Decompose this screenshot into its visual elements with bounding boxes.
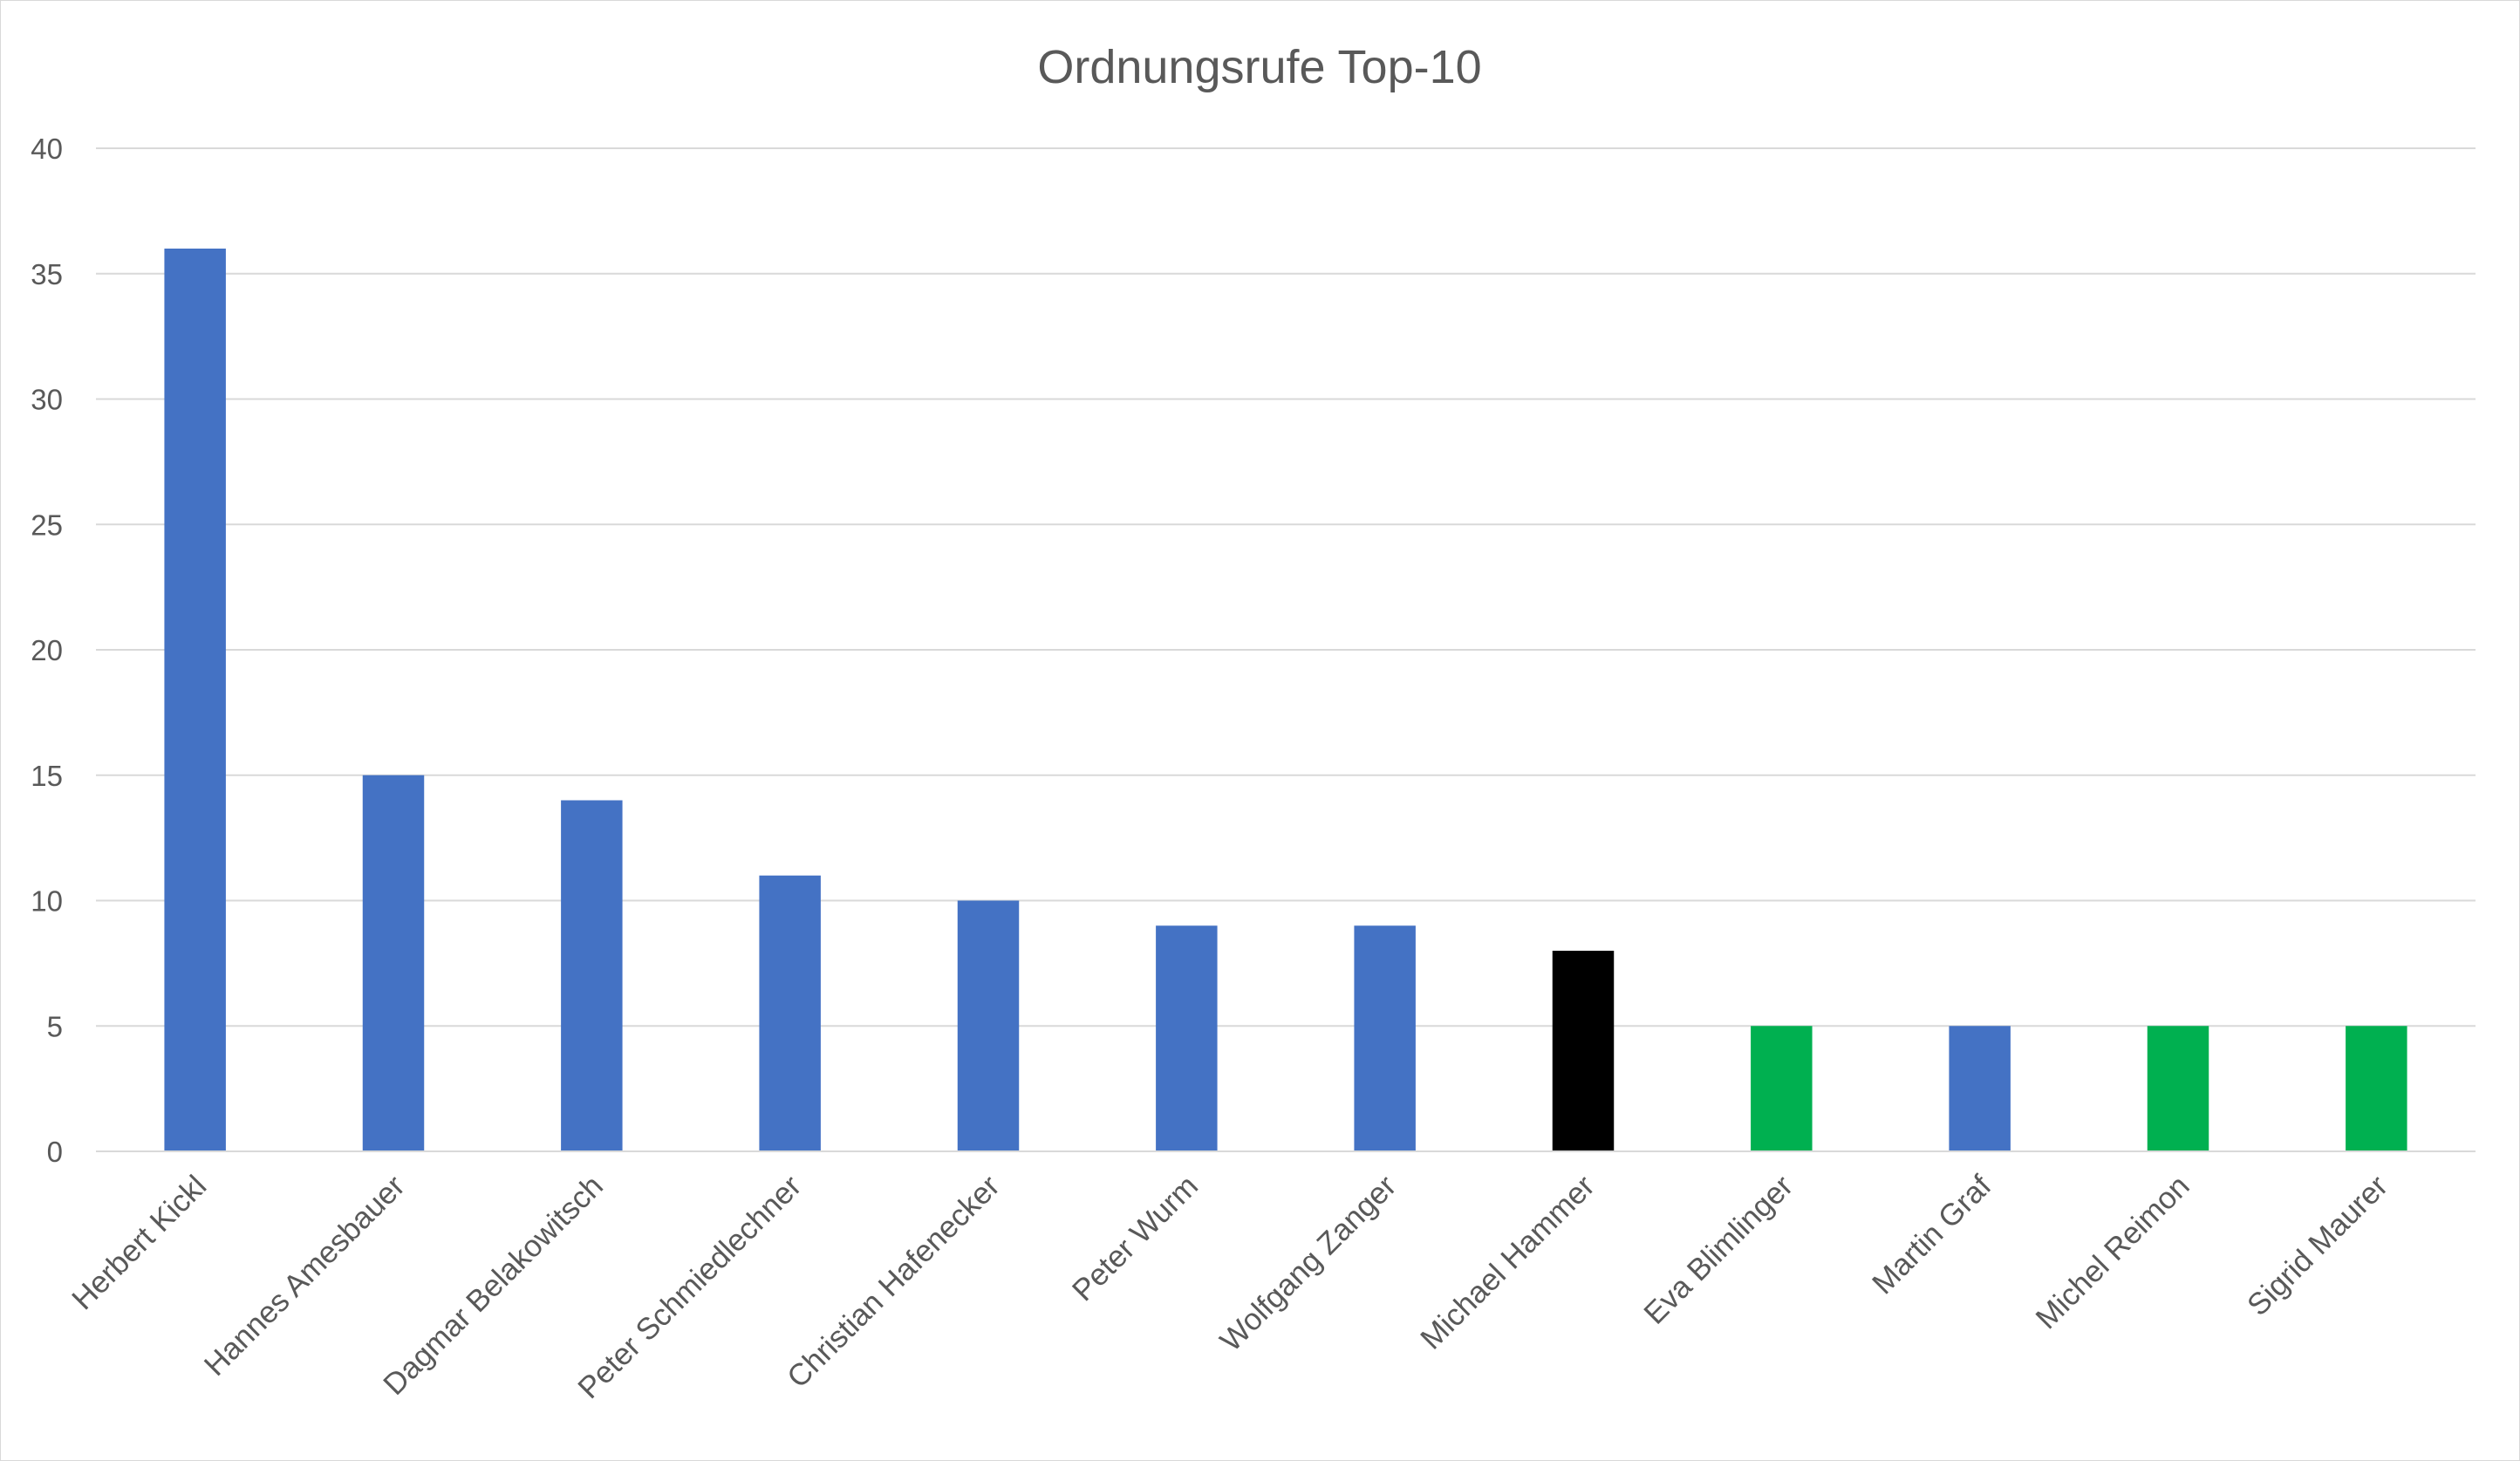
bar-dagmar-belakowitsch [561, 800, 623, 1151]
bar-michel-reimon [2147, 1026, 2209, 1151]
y-tick-label: 25 [31, 509, 63, 541]
bar-michael-hammer [1552, 951, 1615, 1151]
bar-christian-hafenecker [957, 900, 1020, 1151]
y-tick-label: 10 [31, 885, 63, 918]
bar-eva-blimlinger [1751, 1026, 1813, 1151]
y-tick-label: 20 [31, 634, 63, 666]
y-tick-label: 35 [31, 258, 63, 290]
x-tick-label: Peter Schmiedlechner [571, 1169, 808, 1405]
y-tick-label: 40 [31, 133, 63, 165]
y-tick-label: 0 [47, 1136, 63, 1168]
bar-sigrid-maurer [2346, 1026, 2407, 1151]
x-tick-label: Peter Wurm [1066, 1169, 1205, 1307]
gridlines [96, 147, 2476, 1027]
x-tick-label: Martin Graf [1866, 1169, 1998, 1301]
y-axis-ticks: 0 5 10 15 20 25 30 35 40 [31, 133, 63, 1168]
x-tick-label: Sigrid Maurer [2241, 1169, 2394, 1322]
bar-peter-wurm [1156, 925, 1218, 1151]
x-tick-label: Herbert Kickl [65, 1169, 213, 1316]
bar-herbert-kickl [164, 249, 226, 1151]
x-tick-label: Eva Blimlinger [1637, 1169, 1800, 1331]
x-tick-label: Dagmar Belakowitsch [377, 1169, 610, 1402]
x-tick-label: Michel Reimon [2029, 1169, 2196, 1335]
x-tick-label: Christian Hafenecker [781, 1169, 1007, 1395]
chart-title: Ordnungsrufe Top-10 [1037, 41, 1481, 93]
bars [164, 249, 2407, 1151]
y-tick-label: 15 [31, 760, 63, 792]
bar-hannes-amesbauer [362, 775, 425, 1151]
y-tick-label: 5 [47, 1010, 63, 1042]
bar-martin-graf [1949, 1026, 2011, 1151]
x-tick-label: Michael Hammer [1414, 1169, 1601, 1356]
y-tick-label: 30 [31, 384, 63, 416]
x-tick-label: Wolfgang Zanger [1213, 1169, 1403, 1358]
x-tick-label: Hannes Amesbauer [198, 1169, 412, 1382]
bar-peter-schmiedlechner [759, 875, 821, 1151]
bar-wolfgang-zanger [1354, 925, 1416, 1151]
